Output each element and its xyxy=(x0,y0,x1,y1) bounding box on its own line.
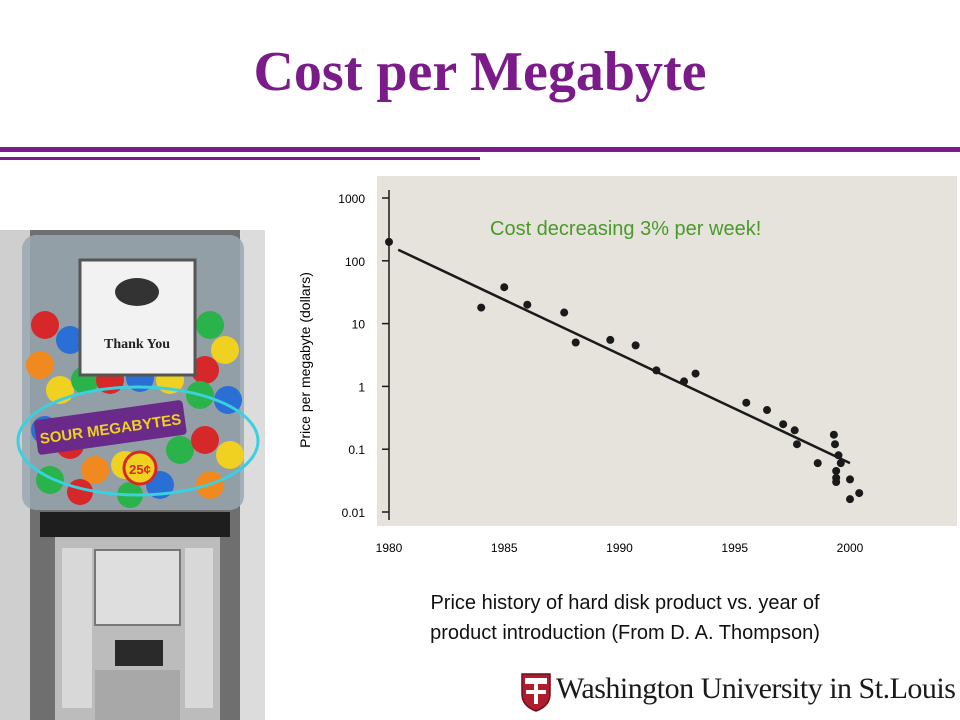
gumball-machine-photo: Thank You SOUR MEGABYTES 25¢ xyxy=(0,230,265,720)
slide-title: Cost per Megabyte xyxy=(253,41,707,103)
data-point xyxy=(631,341,640,350)
data-point xyxy=(560,308,569,317)
y-axis-title: Price per megabyte (dollars) xyxy=(297,272,313,448)
title-underline-thick xyxy=(0,147,960,152)
data-point xyxy=(832,466,841,475)
data-point xyxy=(385,237,393,246)
price-sticker: 25¢ xyxy=(129,462,151,477)
plot-area-background xyxy=(377,176,957,526)
data-point xyxy=(500,283,509,292)
data-point xyxy=(855,489,864,498)
trend-annotation: Cost decreasing 3% per week! xyxy=(490,218,762,240)
data-point xyxy=(813,459,822,468)
y-tick-label: 100 xyxy=(345,255,365,269)
sign-text: Thank You xyxy=(104,337,170,352)
data-point xyxy=(790,426,799,435)
y-tick-label: 10 xyxy=(352,318,366,332)
y-tick-label: 0.1 xyxy=(348,443,365,457)
data-point xyxy=(831,440,840,449)
y-tick-label: 1 xyxy=(358,380,365,394)
caption-line-2: product introduction (From D. A. Thompso… xyxy=(430,622,820,644)
data-point xyxy=(763,406,772,415)
data-point xyxy=(834,451,843,460)
data-point xyxy=(680,377,689,386)
data-point xyxy=(832,478,841,487)
x-tick-label: 1985 xyxy=(491,541,518,555)
data-point xyxy=(792,440,801,449)
x-tick-label: 1980 xyxy=(376,541,403,555)
data-point xyxy=(836,459,845,468)
highlight-ellipse xyxy=(16,385,260,497)
title-underline-thin xyxy=(0,157,480,160)
data-point xyxy=(779,420,788,429)
caption-line-1: Price history of hard disk product vs. y… xyxy=(430,592,820,614)
y-tick-label: 0.01 xyxy=(342,506,366,520)
data-point xyxy=(846,475,854,484)
data-point xyxy=(652,366,661,375)
university-shield-icon xyxy=(521,673,551,712)
y-tick-label: 1000 xyxy=(338,192,365,206)
data-point xyxy=(477,303,486,312)
trend-line xyxy=(397,248,851,465)
data-point xyxy=(523,300,532,309)
data-point xyxy=(606,335,615,344)
data-point xyxy=(742,398,751,407)
x-tick-label: 2000 xyxy=(837,541,864,555)
data-point xyxy=(691,369,700,378)
data-point xyxy=(846,495,854,504)
x-tick-label: 1990 xyxy=(606,541,633,555)
gumball-machine-illustration: Thank You SOUR MEGABYTES 25¢ xyxy=(0,230,265,720)
x-tick-label: 1995 xyxy=(721,541,748,555)
data-point xyxy=(571,338,580,347)
chart-caption: Price history of hard disk product vs. y… xyxy=(330,588,920,648)
data-point xyxy=(829,430,838,439)
university-logo-text: Washington University in St.Louis xyxy=(556,672,956,705)
